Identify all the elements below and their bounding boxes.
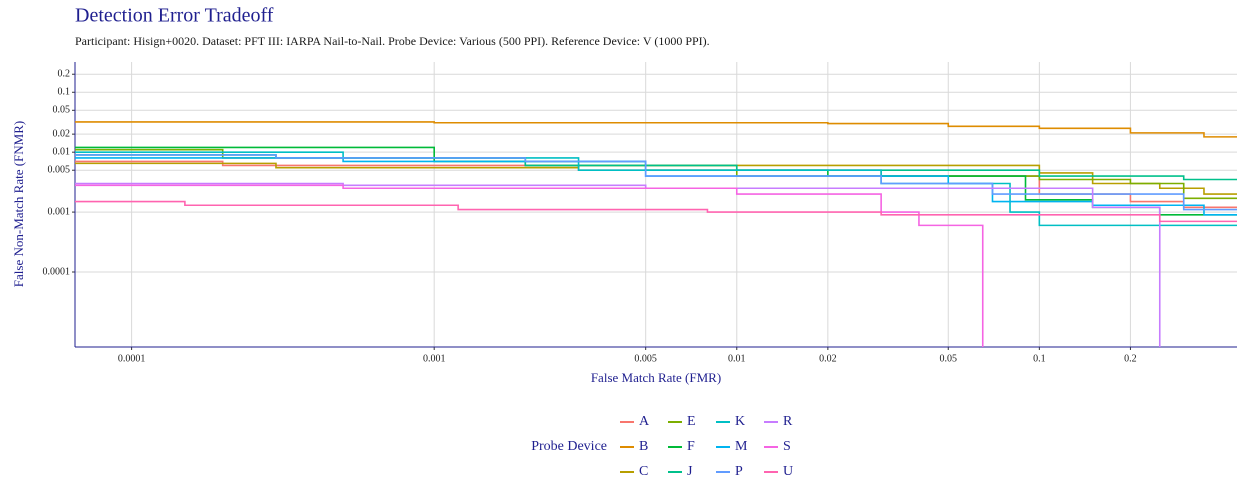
x-tick-label: 0.02 (819, 353, 837, 364)
y-tick-label: 0.05 (53, 105, 71, 116)
det-curve (75, 162, 1237, 195)
legend-label: U (783, 464, 793, 479)
y-tick-label: 0.005 (48, 165, 71, 176)
legend-label: M (735, 439, 748, 454)
y-tick-label: 0.2 (58, 69, 71, 80)
chart-title: Detection Error Tradeoff (75, 5, 274, 27)
chart-subtitle: Participant: Hisign+0020. Dataset: PFT I… (75, 34, 710, 48)
legend-label: B (639, 439, 648, 454)
x-tick-label: 0.2 (1124, 353, 1137, 364)
x-axis-label: False Match Rate (FMR) (591, 370, 721, 385)
x-tick-label: 0.05 (940, 353, 958, 364)
y-tick-label: 0.001 (48, 206, 71, 217)
x-tick-label: 0.005 (634, 353, 657, 364)
legend-title: Probe Device (531, 439, 607, 454)
legend-label: P (735, 464, 743, 479)
det-curve (75, 121, 1237, 138)
y-tick-label: 0.0001 (43, 266, 71, 277)
x-tick-label: 0.1 (1033, 353, 1046, 364)
legend-label: J (687, 464, 693, 479)
legend-label: C (639, 464, 648, 479)
legend-label: S (783, 439, 791, 454)
y-tick-label: 0.01 (53, 146, 71, 157)
y-tick-label: 0.1 (58, 87, 71, 98)
legend-label: K (735, 414, 745, 429)
legend-label: F (687, 439, 695, 454)
legend-label: A (639, 414, 650, 429)
legend-label: E (687, 414, 696, 429)
y-tick-label: 0.02 (53, 128, 71, 139)
y-axis-label: False Non-Match Rate (FNMR) (11, 121, 26, 287)
det-curve (75, 200, 1237, 223)
x-tick-label: 0.001 (423, 353, 446, 364)
det-curve (75, 154, 1237, 211)
legend-label: R (783, 414, 793, 429)
x-tick-label: 0.0001 (118, 353, 146, 364)
det-curve (75, 184, 984, 347)
x-tick-label: 0.01 (728, 353, 746, 364)
